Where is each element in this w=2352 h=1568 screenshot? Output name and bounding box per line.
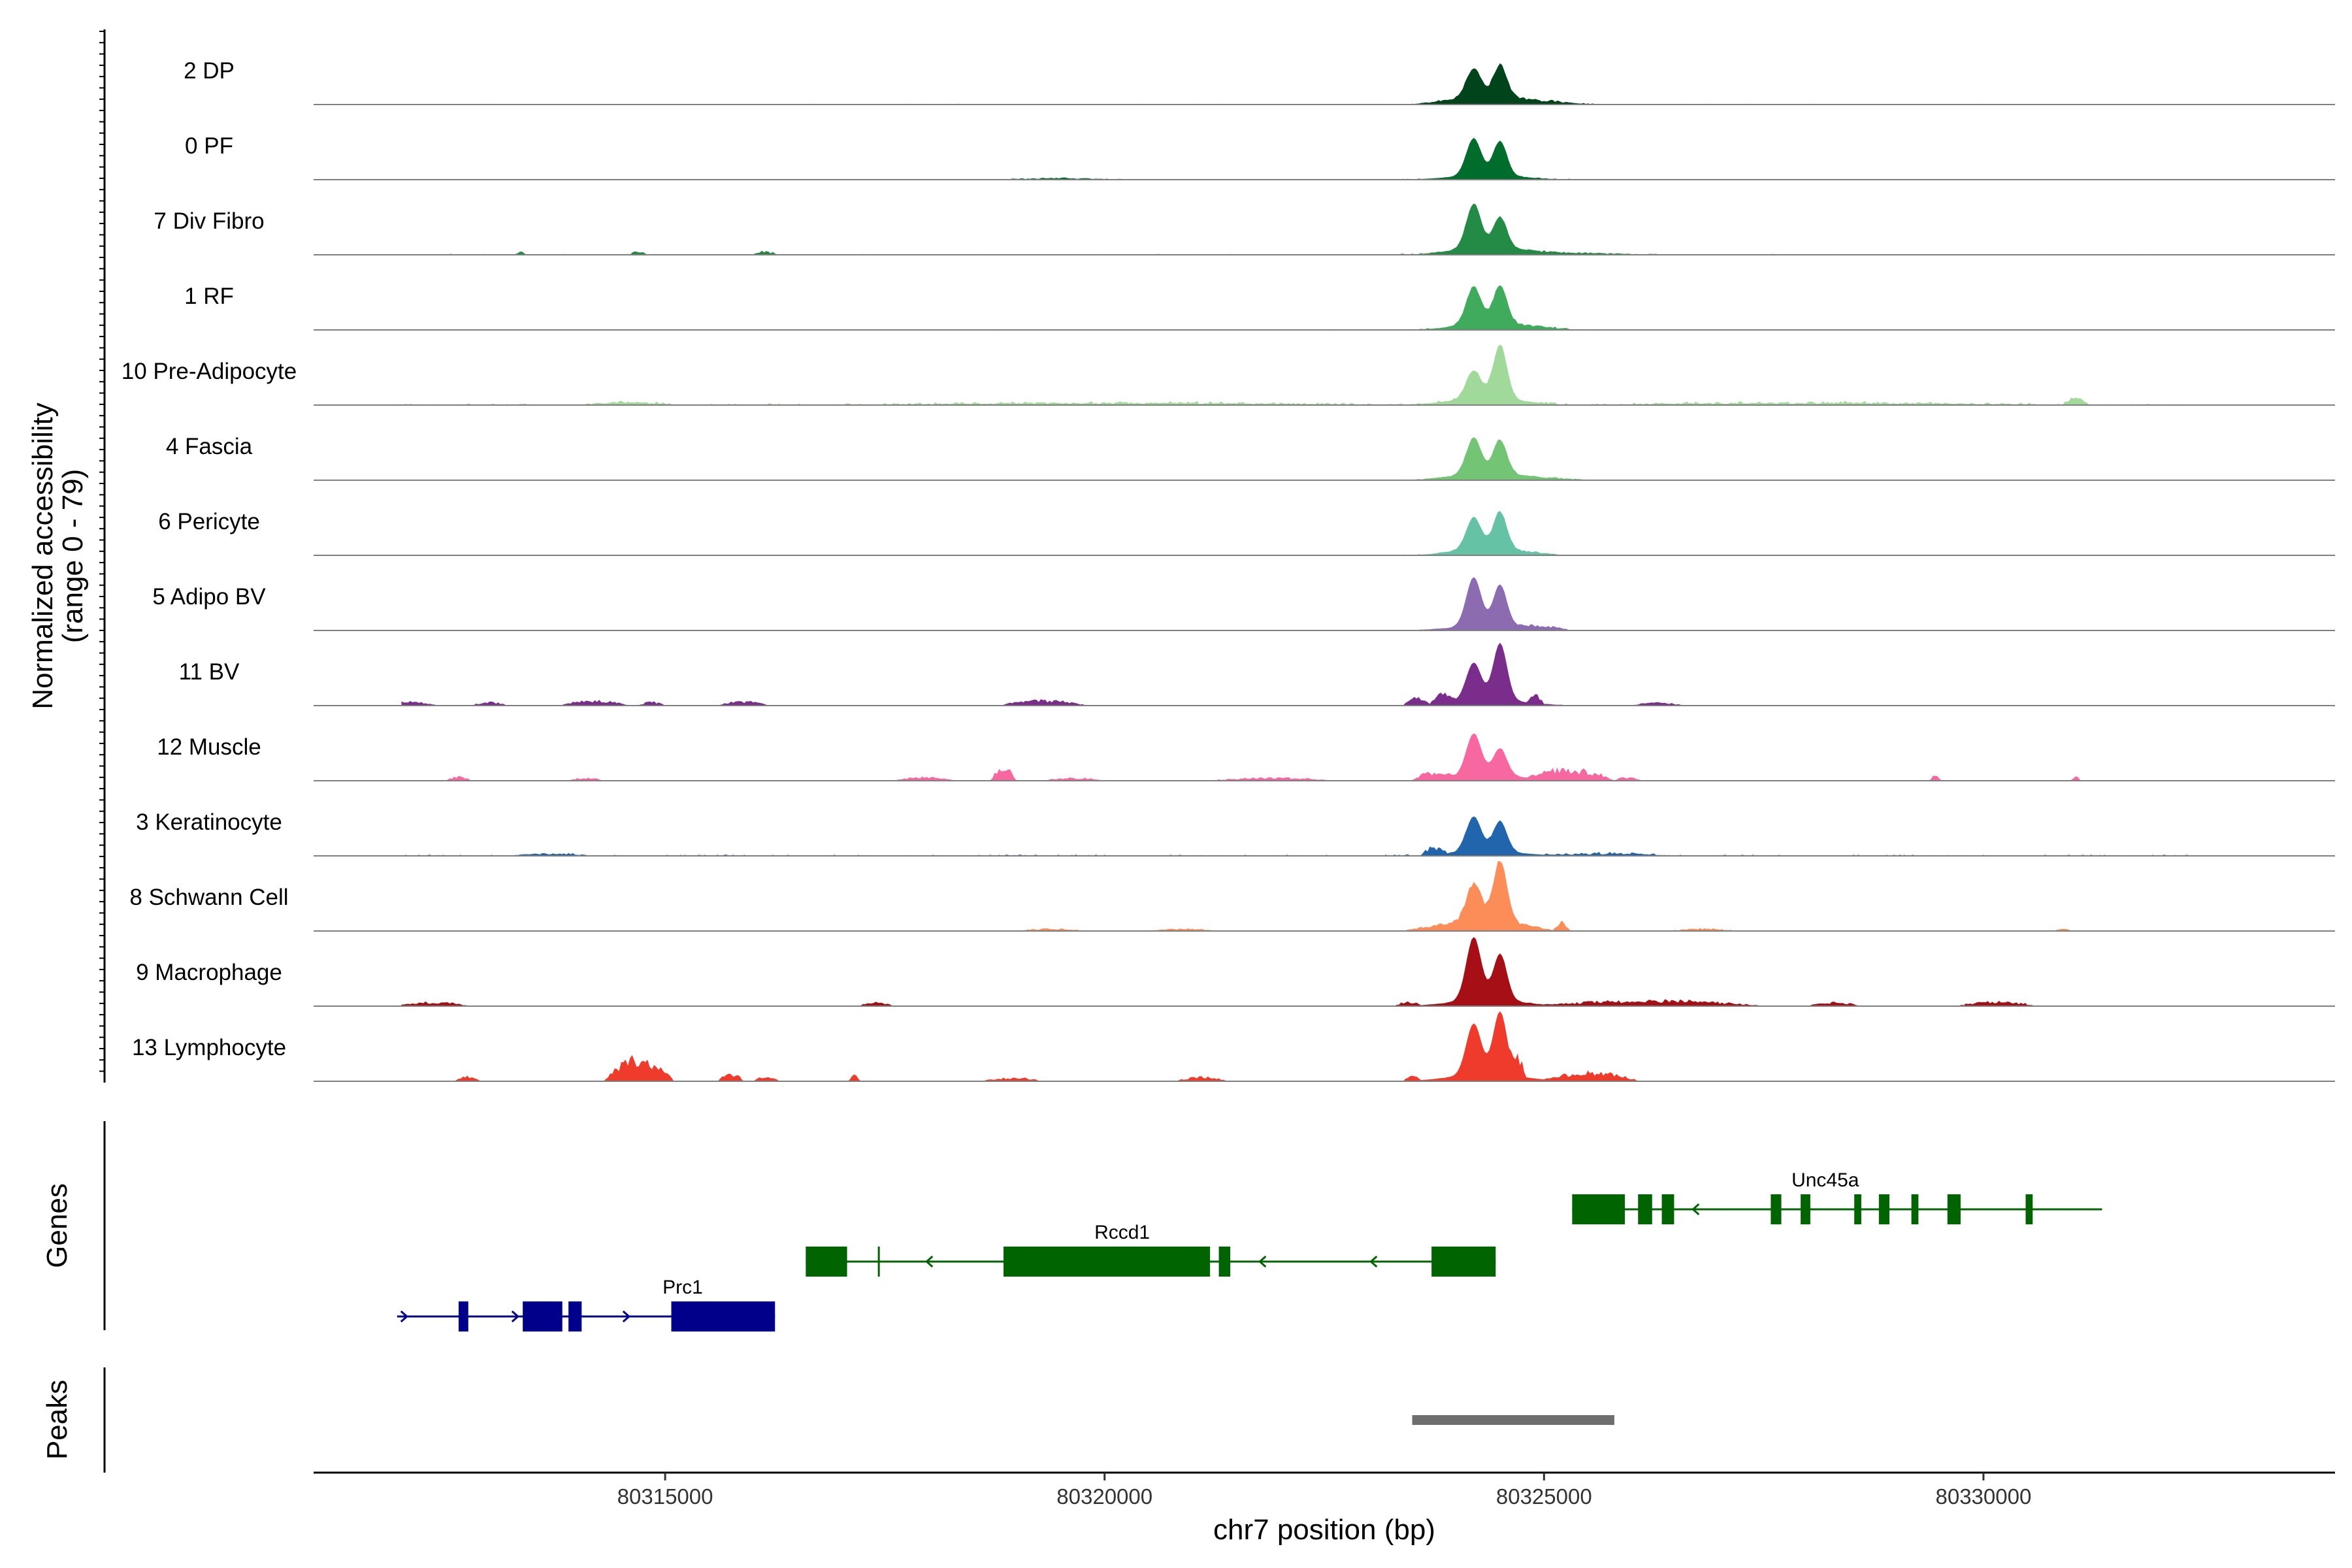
gene-track-title: Genes bbox=[41, 1183, 73, 1268]
peak-track-title: Peaks bbox=[41, 1380, 73, 1460]
track-7-div-fibro: 7 Div Fibro bbox=[154, 203, 2335, 255]
coverage-area bbox=[401, 285, 2195, 330]
peak-bar bbox=[1412, 1415, 1614, 1425]
strand-arrow bbox=[1258, 1255, 1267, 1268]
track-label: 9 Macrophage bbox=[136, 960, 282, 985]
track-0-pf: 0 PF bbox=[185, 133, 2335, 180]
coverage-area bbox=[401, 861, 2195, 931]
coverage-area bbox=[401, 63, 2195, 105]
track-label: 10 Pre-Adipocyte bbox=[122, 359, 297, 384]
track-10-pre-adipocyte: 10 Pre-Adipocyte bbox=[122, 344, 2335, 406]
track-label: 3 Keratinocyte bbox=[136, 809, 282, 835]
gene-exon bbox=[1572, 1194, 1625, 1224]
coverage-area bbox=[401, 344, 2195, 405]
coverage-area bbox=[401, 203, 2195, 255]
gene-exon bbox=[458, 1301, 468, 1331]
gene-exon bbox=[1638, 1194, 1652, 1224]
track-label: 8 Schwann Cell bbox=[129, 885, 288, 910]
track-1-rf: 1 RF bbox=[184, 284, 2335, 331]
gene-exon bbox=[1911, 1194, 1919, 1224]
strand-arrow bbox=[1691, 1203, 1700, 1216]
y-axis-title-line2: (range 0 - 79) bbox=[57, 469, 89, 644]
strand-arrow bbox=[1369, 1255, 1378, 1268]
gene-prc1: Prc1 bbox=[397, 1277, 776, 1331]
track-label: 6 Pericyte bbox=[158, 509, 260, 534]
x-tick-label: 80325000 bbox=[1496, 1484, 1592, 1509]
strand-arrow bbox=[925, 1255, 934, 1268]
gene-exon bbox=[1801, 1194, 1810, 1224]
x-axis-title: chr7 position (bp) bbox=[1213, 1514, 1435, 1546]
coverage-area bbox=[401, 816, 2195, 856]
peak-track: Peaks bbox=[41, 1367, 1614, 1473]
gene-exon bbox=[523, 1301, 563, 1331]
gene-exon bbox=[1431, 1247, 1496, 1277]
gene-label: Unc45a bbox=[1791, 1169, 1859, 1191]
track-label: 2 DP bbox=[184, 58, 235, 84]
gene-exon bbox=[877, 1247, 880, 1277]
gene-exon bbox=[2025, 1194, 2033, 1224]
gene-exon bbox=[1947, 1194, 1961, 1224]
track-label: 12 Muscle bbox=[157, 734, 261, 760]
x-axis: 80315000 80320000 80325000 80330000 bbox=[314, 1471, 2335, 1509]
gene-exon bbox=[806, 1247, 847, 1277]
track-label: 1 RF bbox=[184, 284, 234, 309]
track-13-lymphocyte: 13 Lymphocyte bbox=[132, 1011, 2335, 1082]
coverage-area bbox=[401, 511, 2195, 555]
strand-arrow bbox=[622, 1310, 631, 1323]
track-label: 4 Fascia bbox=[166, 434, 253, 459]
track-label: 11 BV bbox=[179, 659, 240, 685]
gene-exon bbox=[1218, 1247, 1231, 1277]
coverage-area bbox=[401, 137, 2195, 180]
coverage-area bbox=[401, 642, 2195, 706]
coverage-area bbox=[401, 1011, 2195, 1081]
track-2-dp: 2 DP bbox=[184, 58, 2335, 105]
x-tick-label: 80330000 bbox=[1935, 1484, 2031, 1509]
track-label: 5 Adipo BV bbox=[152, 584, 266, 610]
track-11-bv: 11 BV bbox=[179, 642, 2335, 706]
gene-rccd1: Rccd1 bbox=[806, 1222, 1496, 1277]
track-3-keratinocyte: 3 Keratinocyte bbox=[136, 809, 2335, 857]
track-12-muscle: 12 Muscle bbox=[157, 733, 2335, 781]
coverage-tracks: 2 DP 0 PF 7 Div Fibro 1 RF 10 Pre-Adipocyte 4… bbox=[122, 58, 2335, 1082]
y-axis-title-line1: Normalized accessibility bbox=[27, 402, 59, 709]
gene-track: Genes Prc1 Rccd1 Unc45a bbox=[41, 1121, 2102, 1331]
coverage-area bbox=[401, 937, 2195, 1006]
track-4-fascia: 4 Fascia bbox=[166, 434, 2335, 481]
gene-unc45a: Unc45a bbox=[1572, 1169, 2102, 1224]
gene-label: Rccd1 bbox=[1094, 1222, 1150, 1243]
gene-exon bbox=[1661, 1194, 1674, 1224]
gene-exon bbox=[1854, 1194, 1861, 1224]
x-tick-label: 80320000 bbox=[1056, 1484, 1152, 1509]
track-9-macrophage: 9 Macrophage bbox=[136, 937, 2335, 1007]
track-label: 7 Div Fibro bbox=[154, 208, 264, 234]
gene-label: Prc1 bbox=[662, 1277, 703, 1298]
coverage-area bbox=[401, 577, 2195, 630]
y-axis bbox=[99, 29, 106, 1083]
gene-exon bbox=[1003, 1247, 1211, 1277]
gene-exon bbox=[568, 1301, 582, 1331]
strand-arrow bbox=[400, 1310, 409, 1323]
track-label: 13 Lymphocyte bbox=[132, 1035, 286, 1060]
track-label: 0 PF bbox=[185, 133, 233, 159]
strand-arrow bbox=[511, 1310, 520, 1323]
gene-exon bbox=[671, 1301, 776, 1331]
coverage-area bbox=[401, 733, 2195, 781]
track-5-adipo-bv: 5 Adipo BV bbox=[152, 577, 2335, 631]
gene-exon bbox=[1771, 1194, 1782, 1224]
track-8-schwann-cell: 8 Schwann Cell bbox=[129, 861, 2335, 932]
coverage-area bbox=[401, 437, 2195, 480]
track-6-pericyte: 6 Pericyte bbox=[158, 509, 2335, 556]
gene-exon bbox=[1878, 1194, 1889, 1224]
x-tick-label: 80315000 bbox=[617, 1484, 713, 1509]
